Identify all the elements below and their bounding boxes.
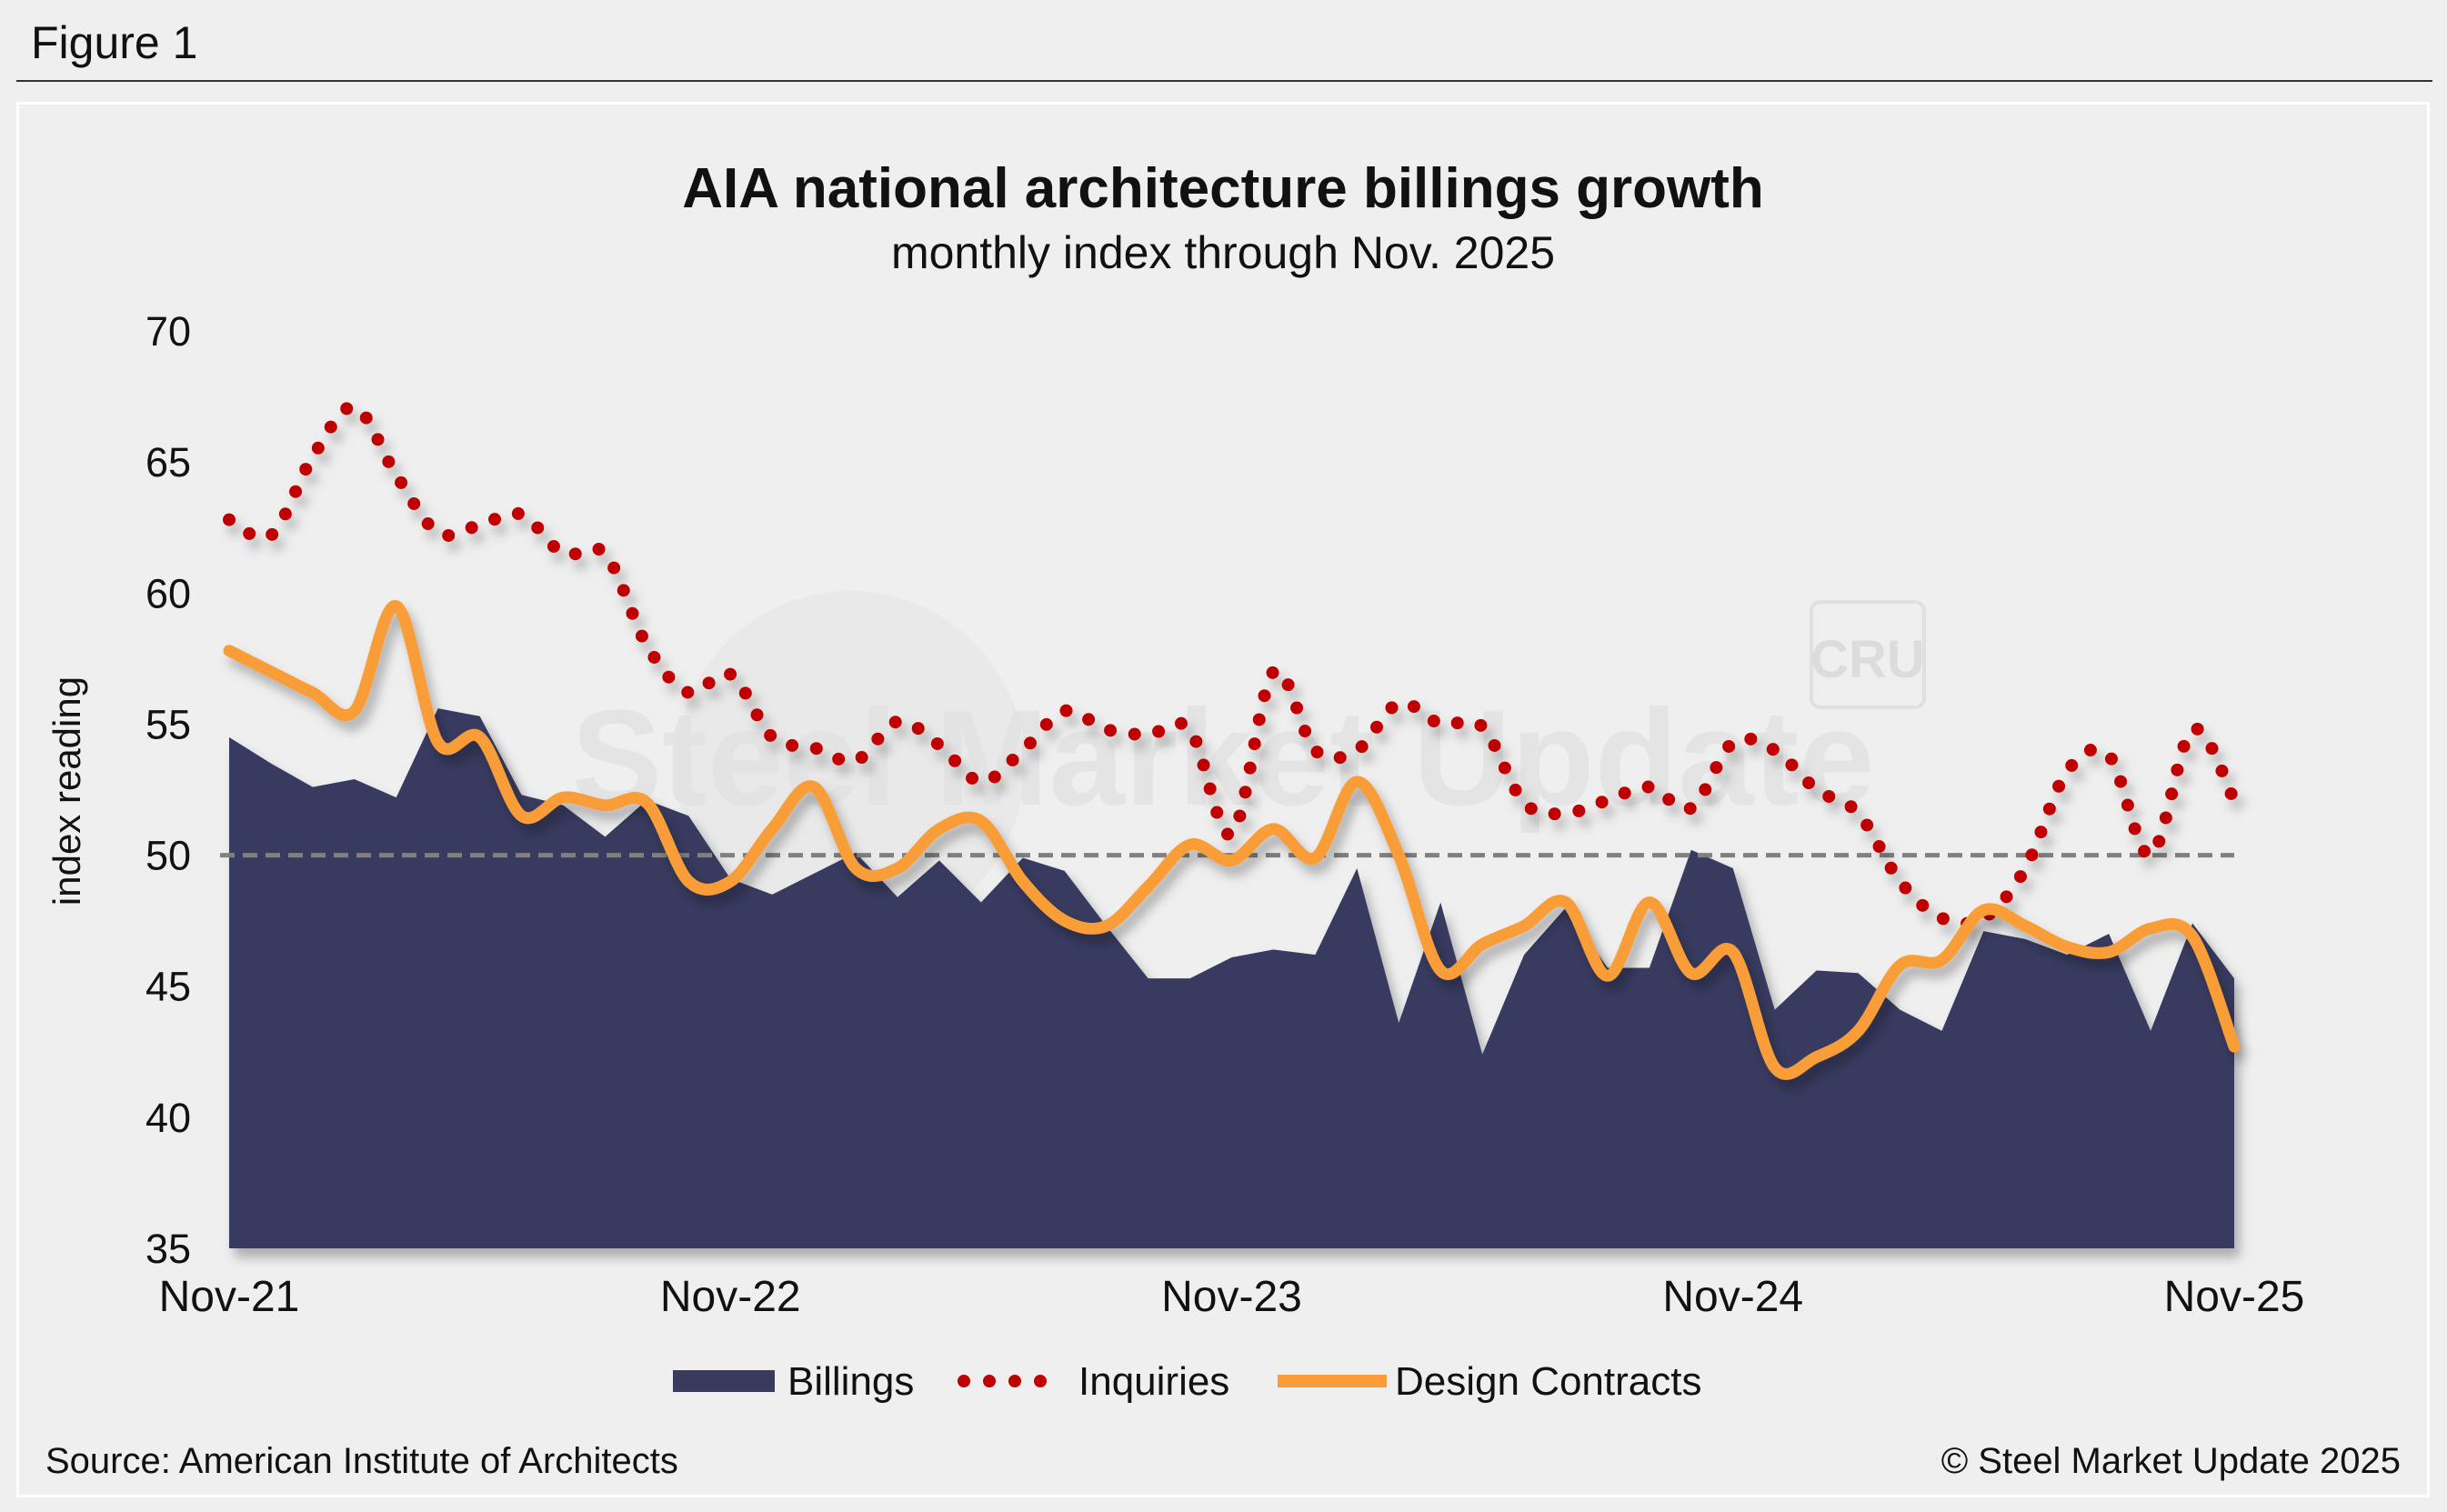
y-tick-label: 45 (145, 964, 191, 1010)
source-note: Source: American Institute of Architects (45, 1441, 678, 1481)
watermark-logo-box (1810, 600, 1926, 709)
y-tick-label: 60 (145, 570, 191, 616)
watermark-circle (676, 591, 1025, 940)
y-tick-label: 40 (145, 1095, 191, 1141)
x-tick-label: Nov-24 (1662, 1273, 1803, 1321)
legend-label-billings: Billings (787, 1359, 914, 1404)
design-contracts-line (223, 600, 2241, 1080)
legend: Billings Inquiries Design Contracts (673, 1359, 1701, 1404)
figure-label: Figure 1 (31, 17, 198, 68)
y-axis-label: index reading (45, 676, 88, 906)
legend-label-inquiries: Inquiries (1078, 1359, 1229, 1404)
x-tick-label: Nov-22 (660, 1273, 801, 1321)
copyright-note: © Steel Market Update 2025 (1941, 1441, 2401, 1481)
x-tick-label: Nov-21 (159, 1273, 300, 1321)
divider (16, 80, 2432, 82)
legend-label-design-contracts: Design Contracts (1395, 1359, 1701, 1404)
legend-swatch-billings (673, 1370, 775, 1392)
y-tick-label: 55 (145, 701, 191, 747)
y-tick-label: 70 (145, 308, 191, 355)
y-tick-label: 50 (145, 833, 191, 879)
billings-area (229, 708, 2234, 1248)
x-tick-label: Nov-23 (1161, 1273, 1302, 1321)
chart-frame (16, 102, 2430, 1497)
chart-subtitle: monthly index through Nov. 2025 (891, 227, 1555, 278)
y-tick-label: 65 (145, 439, 191, 486)
chart-title: AIA national architecture billings growt… (682, 157, 1764, 220)
watermark-logo: CRU (1810, 630, 1925, 689)
x-tick-label: Nov-25 (2164, 1273, 2305, 1321)
y-tick-label: 35 (145, 1226, 191, 1272)
